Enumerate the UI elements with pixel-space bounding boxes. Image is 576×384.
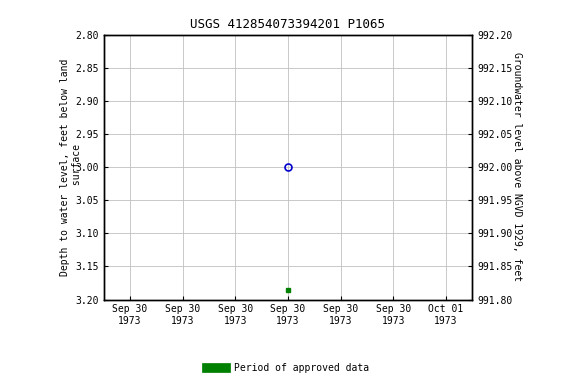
Legend: Period of approved data: Period of approved data [203, 359, 373, 377]
Y-axis label: Depth to water level, feet below land
 surface: Depth to water level, feet below land su… [60, 58, 82, 276]
Title: USGS 412854073394201 P1065: USGS 412854073394201 P1065 [191, 18, 385, 31]
Y-axis label: Groundwater level above NGVD 1929, feet: Groundwater level above NGVD 1929, feet [511, 53, 522, 281]
